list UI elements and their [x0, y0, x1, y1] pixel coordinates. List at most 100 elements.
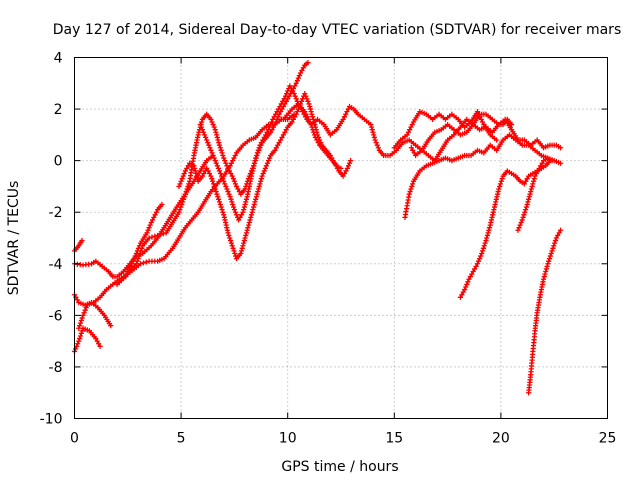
data-point: [295, 75, 301, 81]
data-point: [232, 209, 239, 215]
data-point: [258, 178, 264, 184]
data-point: [499, 176, 505, 182]
data-point: [196, 129, 202, 135]
data-point: [546, 256, 553, 262]
data-point: [155, 232, 161, 239]
data-point: [408, 186, 414, 192]
data-point: [528, 188, 534, 195]
data-point: [259, 173, 265, 179]
data-point: [549, 248, 555, 254]
data-point: [250, 204, 257, 210]
data-point: [179, 176, 185, 182]
data-point: [79, 328, 85, 334]
plot-frame: [74, 57, 608, 419]
series-line: [74, 154, 214, 278]
data-point: [544, 263, 550, 269]
data-point: [223, 183, 229, 190]
data-point: [201, 132, 208, 138]
data-point: [182, 191, 188, 197]
data-point: [293, 80, 299, 86]
data-point: [311, 132, 318, 138]
data-point: [186, 181, 192, 187]
data-point: [371, 134, 378, 141]
series-arc-16: [526, 227, 564, 396]
data-point: [254, 191, 260, 197]
data-point: [229, 173, 235, 179]
data-point: [220, 176, 226, 182]
data-point: [220, 152, 226, 159]
data-point: [211, 183, 217, 190]
data-point: [239, 245, 245, 251]
data-point: [292, 93, 298, 99]
data-point: [543, 266, 549, 272]
data-point: [217, 170, 224, 177]
data-point: [219, 150, 225, 156]
data-point: [540, 276, 547, 282]
data-point: [231, 248, 237, 254]
data-point: [406, 191, 412, 197]
y-tick-label: -2: [49, 205, 63, 221]
data-point: [233, 212, 240, 218]
data-point: [217, 201, 223, 208]
data-point: [78, 330, 84, 337]
data-point: [496, 186, 502, 192]
data-point: [76, 325, 82, 331]
chart-title: Day 127 of 2014, Sidereal Day-to-day VTE…: [53, 22, 621, 38]
data-point: [515, 227, 521, 233]
data-point: [526, 194, 532, 200]
data-point: [254, 150, 261, 156]
data-point: [241, 207, 247, 213]
x-tick-label: 10: [279, 431, 297, 447]
data-point: [152, 233, 158, 239]
data-point: [77, 320, 84, 326]
data-point: [226, 232, 232, 239]
data-point: [311, 129, 317, 135]
data-point: [486, 225, 493, 231]
data-point: [474, 261, 481, 267]
data-point: [72, 346, 79, 352]
data-point: [409, 183, 415, 190]
data-point: [261, 168, 267, 174]
data-point: [210, 178, 216, 184]
data-point: [246, 222, 252, 228]
data-point: [210, 152, 216, 159]
data-point: [176, 183, 182, 190]
data-point: [191, 163, 197, 169]
data-point: [372, 137, 378, 143]
data-point: [230, 204, 237, 210]
data-point: [193, 170, 199, 177]
data-point: [216, 139, 222, 146]
data-point: [557, 227, 564, 233]
data-point: [291, 91, 297, 97]
data-point: [97, 343, 103, 349]
data-point: [531, 176, 537, 182]
series-line: [78, 113, 295, 329]
data-point: [478, 253, 484, 259]
data-point: [181, 194, 188, 200]
data-point: [255, 186, 262, 192]
series-arc-15: [515, 155, 555, 233]
data-point: [108, 323, 114, 329]
data-point: [494, 137, 500, 143]
data-point: [543, 268, 549, 275]
data-point: [373, 139, 379, 146]
data-point: [200, 129, 207, 135]
data-point: [221, 178, 227, 184]
data-point: [222, 158, 228, 164]
data-point: [178, 178, 184, 184]
data-point: [243, 232, 249, 239]
data-point: [484, 235, 490, 241]
data-point: [293, 111, 299, 117]
data-point: [258, 176, 265, 182]
data-point: [526, 196, 532, 202]
data-point: [147, 222, 153, 228]
data-point: [208, 173, 214, 179]
data-point: [216, 168, 223, 174]
y-axis-label: SDTVAR / TECUs: [6, 181, 22, 296]
data-point: [260, 170, 266, 177]
data-point: [211, 124, 217, 130]
data-point: [139, 245, 145, 251]
data-point: [346, 160, 353, 166]
series-arc-4: [71, 325, 103, 355]
